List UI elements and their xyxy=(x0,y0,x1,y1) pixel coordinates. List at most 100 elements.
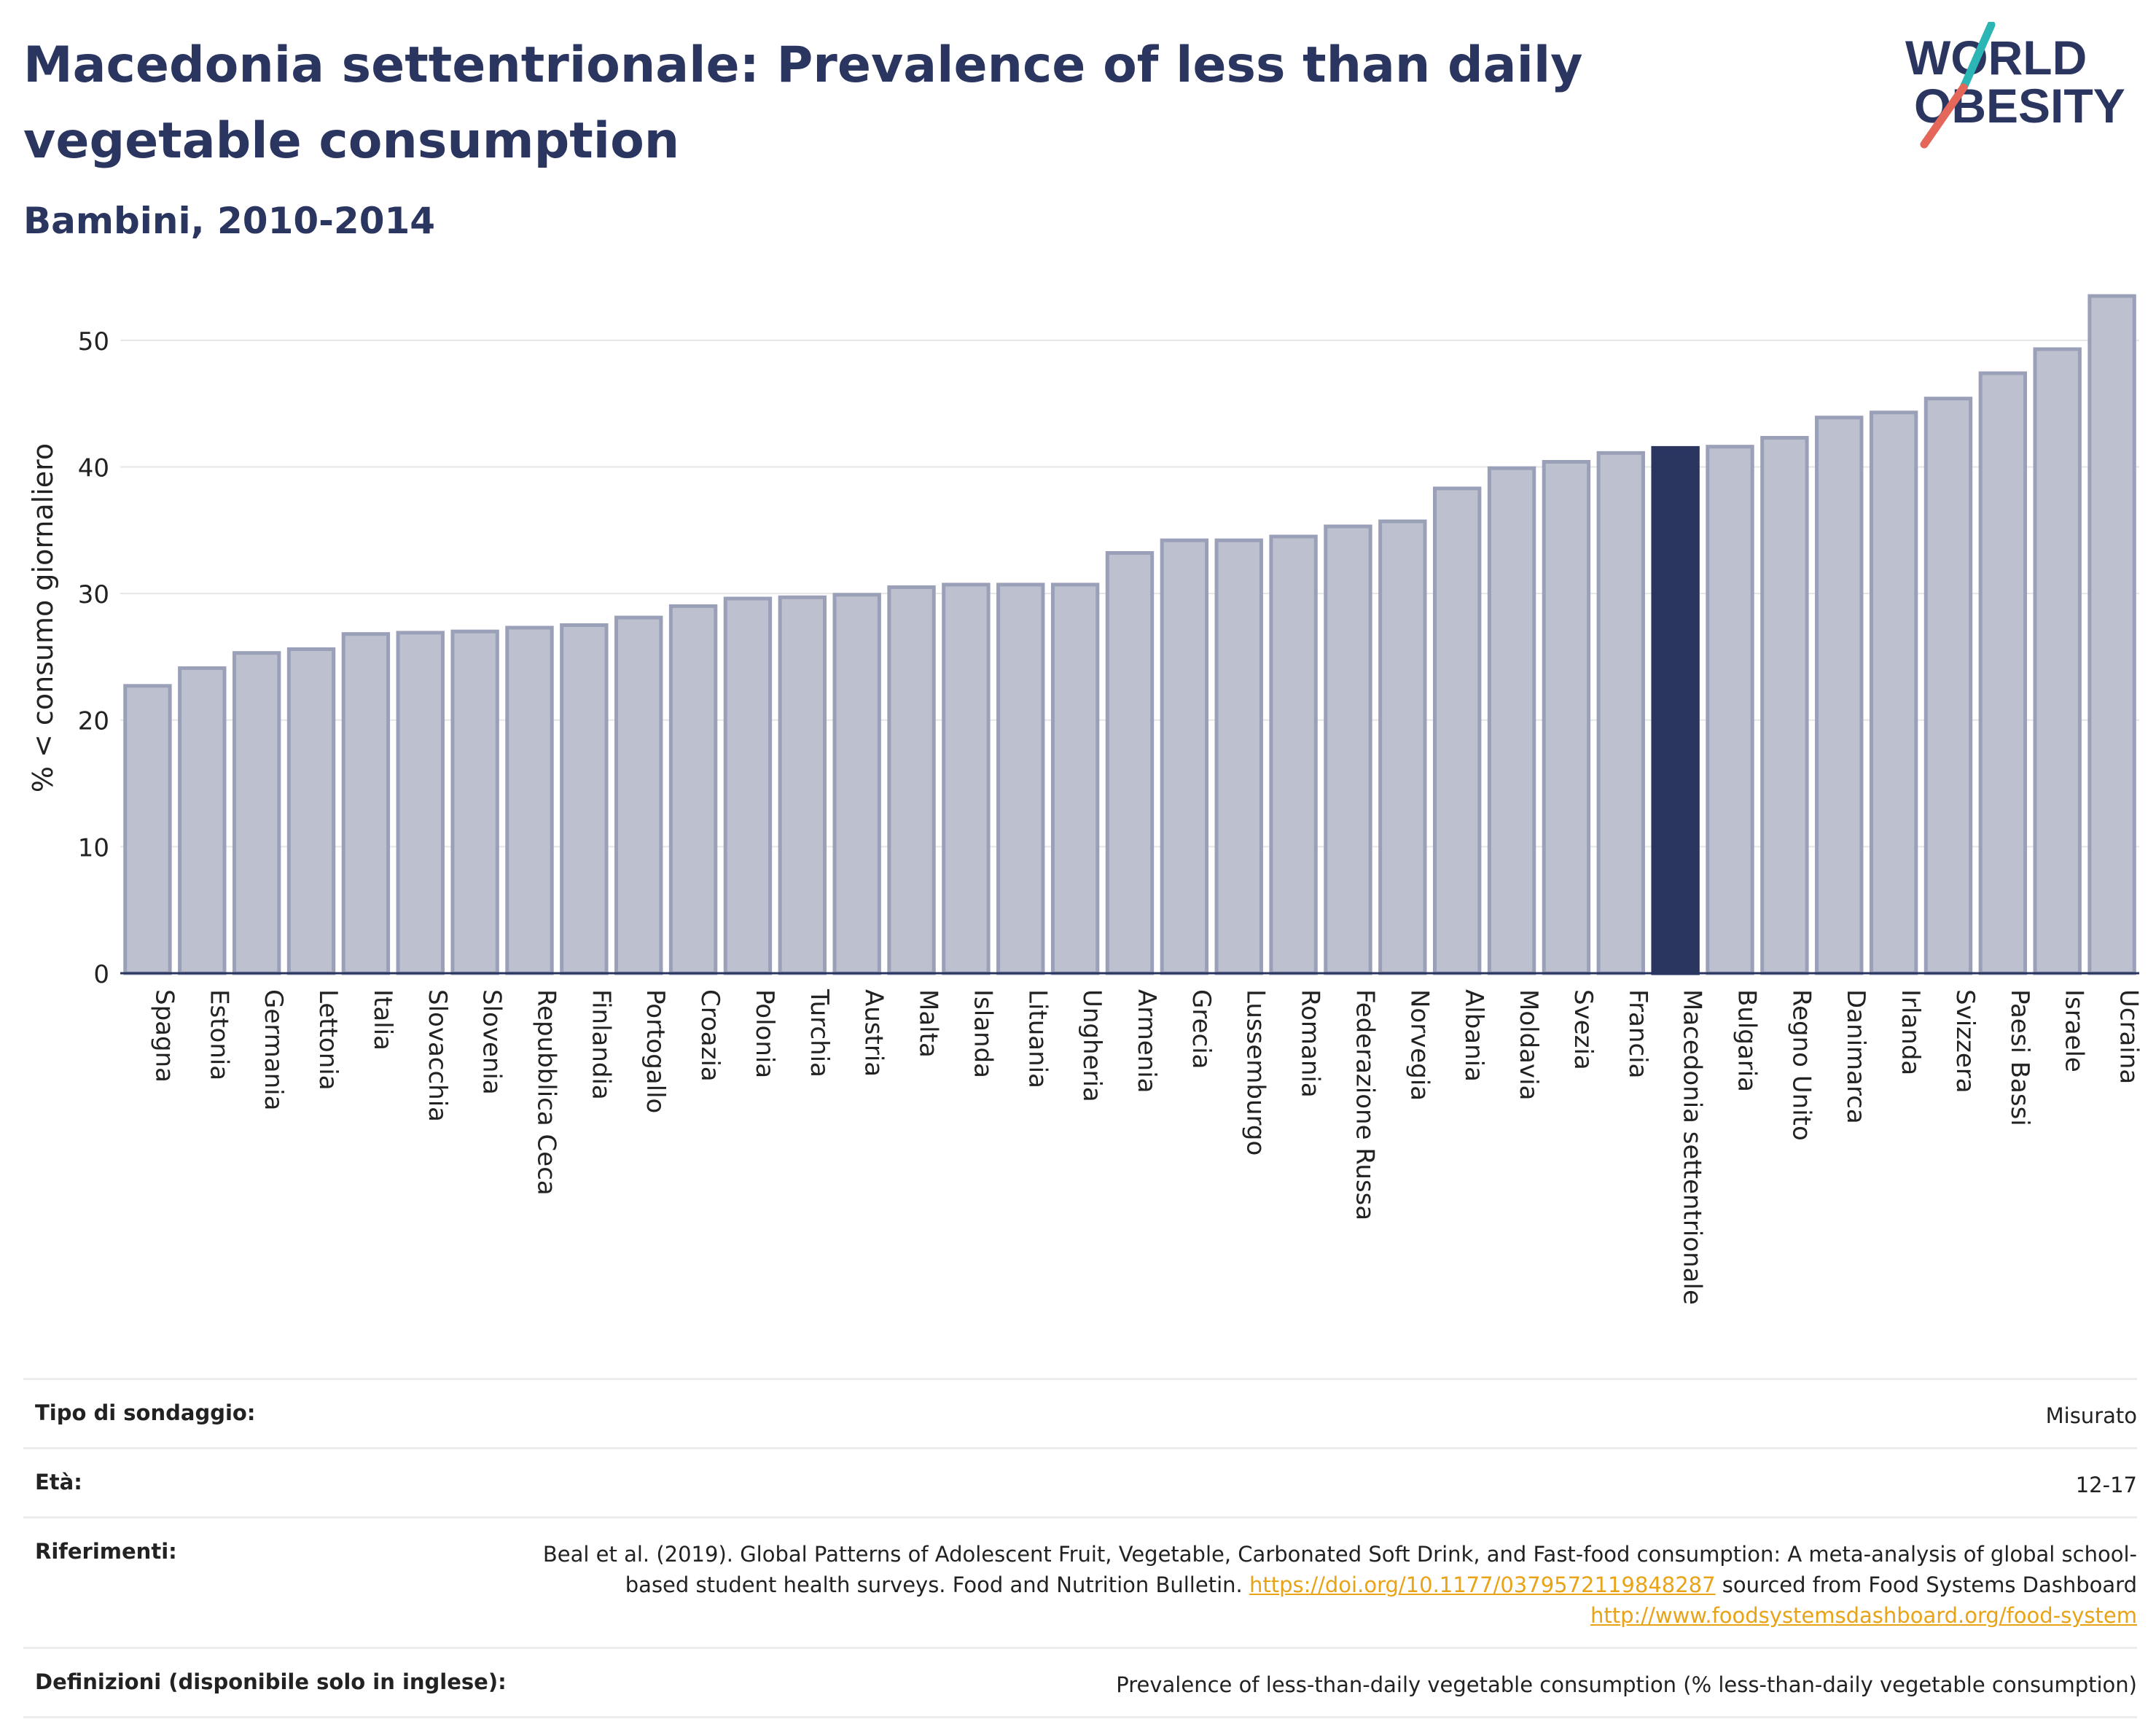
bar-romania xyxy=(1269,534,1318,975)
bar-islanda xyxy=(942,582,991,975)
bar-irlanda xyxy=(1869,410,1918,975)
y-axis-label: % < consumo giornaliero xyxy=(27,443,59,792)
x-tick-label: Albania xyxy=(1459,989,1488,1082)
bar-macedonia-settentrionale xyxy=(1651,445,1700,975)
bar-estonia xyxy=(178,666,227,975)
bar-italia xyxy=(341,632,391,975)
x-tick-label: Grecia xyxy=(1187,989,1216,1069)
references-dashboard-link[interactable]: http://www.foodsystemsdashboard.org/food… xyxy=(1590,1603,2137,1628)
bar-slovenia xyxy=(450,629,499,975)
x-tick-label: Italia xyxy=(368,989,397,1050)
logo-slash-teal xyxy=(1959,22,1996,92)
bar-finlandia xyxy=(560,623,609,975)
x-tick-label: Slovacchia xyxy=(423,989,452,1122)
x-tick-label: Estonia xyxy=(204,989,233,1080)
bar-portogallo xyxy=(614,615,663,975)
info-row-references: Riferimenti: Beal et al. (2019). Global … xyxy=(23,1516,2137,1647)
bars xyxy=(123,294,2136,975)
chart-title: Macedonia settentrionale: Prevalence of … xyxy=(23,36,1583,170)
x-tick-label: Macedonia settentrionale xyxy=(1678,989,1707,1305)
x-tick-label: Islanda xyxy=(968,989,997,1078)
bar-svizzera xyxy=(1923,397,1973,975)
bar-germania xyxy=(232,651,281,975)
x-tick-label: Repubblica Ceca xyxy=(531,989,561,1196)
y-tick-label: 30 xyxy=(78,580,109,609)
bar-albania xyxy=(1432,486,1482,975)
references-text-1: Beal et al. (2019). Global Patterns of A… xyxy=(542,1542,2137,1597)
x-tick-label: Lussemburgo xyxy=(1241,989,1270,1155)
bar-turchia xyxy=(778,595,827,975)
survey-type-label: Tipo di sondaggio: xyxy=(35,1400,256,1425)
bar-ucraina xyxy=(2087,294,2136,975)
references-value: Beal et al. (2019). Global Patterns of A… xyxy=(534,1539,2137,1631)
bar-chart: 0 10 20 30 40 50 Spagna Estonia Germania Lettoni… xyxy=(27,294,2144,1305)
x-tick-label: Svizzera xyxy=(1950,989,1980,1094)
logo-slash-red xyxy=(1920,83,1968,149)
bar-francia xyxy=(1596,451,1645,975)
x-tick-label: Croazia xyxy=(695,989,724,1082)
x-tick-label: Federazione Russa xyxy=(1350,989,1379,1220)
logo-line-2: OBESITY xyxy=(1914,79,2125,133)
bar-spagna xyxy=(123,684,172,975)
x-tick-label: Turchia xyxy=(805,989,834,1077)
bar-israele xyxy=(2033,347,2082,975)
bar-moldavia xyxy=(1487,466,1536,975)
definitions-value: Prevalence of less-than-daily vegetable … xyxy=(1116,1672,2137,1697)
bar-repubblica-ceca xyxy=(505,625,554,975)
bar-croazia xyxy=(668,604,718,975)
x-tick-label: Irlanda xyxy=(1896,989,1925,1075)
survey-type-value: Misurato xyxy=(2045,1403,2137,1428)
info-row-survey-type: Tipo di sondaggio: Misurato xyxy=(23,1378,2137,1447)
x-tick-label: Francia xyxy=(1623,989,1652,1078)
x-axis-labels: Spagna Estonia Germania Lettonia Italia Slova… xyxy=(149,989,2143,1305)
bar-federazione-russa xyxy=(1324,524,1372,975)
age-value: 12-17 xyxy=(2075,1473,2137,1497)
x-tick-label: Ungheria xyxy=(1077,989,1106,1102)
y-tick-label: 10 xyxy=(78,833,109,862)
bar-polonia xyxy=(723,596,773,975)
bar-armenia xyxy=(1105,551,1155,975)
y-axis-ticks: 0 10 20 30 40 50 xyxy=(78,327,109,989)
x-tick-label: Spagna xyxy=(149,989,179,1083)
x-tick-label: Malta xyxy=(914,989,943,1058)
x-tick-label: Israele xyxy=(2060,989,2089,1072)
world-obesity-logo: WORLD OBESITY xyxy=(1905,22,2125,149)
bar-grecia xyxy=(1160,538,1209,975)
x-tick-label: Moldavia xyxy=(1514,989,1543,1100)
x-tick-label: Bulgaria xyxy=(1733,989,1762,1092)
bar-bulgaria xyxy=(1706,445,1754,975)
x-tick-label: Svezia xyxy=(1569,989,1598,1070)
bar-austria xyxy=(832,593,881,975)
x-tick-label: Paesi Bassi xyxy=(2005,989,2034,1126)
logo-line-1: WORLD xyxy=(1905,31,2087,85)
x-tick-label: Danimarca xyxy=(1841,989,1870,1124)
x-tick-label: Lettonia xyxy=(313,989,343,1091)
x-tick-label: Ucraina xyxy=(2114,989,2144,1084)
bar-lussemburgo xyxy=(1214,538,1263,975)
y-tick-label: 20 xyxy=(78,707,109,736)
x-tick-label: Norvegia xyxy=(1405,989,1434,1101)
age-label: Età: xyxy=(35,1470,82,1494)
bar-svezia xyxy=(1542,460,1591,975)
bar-malta xyxy=(887,585,936,975)
x-tick-label: Austria xyxy=(859,989,888,1077)
x-tick-label: Germania xyxy=(259,989,288,1110)
info-row-definitions: Definizioni (disponibile solo in inglese… xyxy=(23,1647,2137,1718)
y-tick-label: 0 xyxy=(93,960,109,989)
x-tick-label: Polonia xyxy=(750,989,779,1078)
bar-danimarca xyxy=(1815,416,1864,975)
x-tick-label: Slovenia xyxy=(477,989,507,1095)
references-doi-link[interactable]: https://doi.org/10.1177/0379572119848287 xyxy=(1249,1572,1716,1597)
x-tick-label: Lituania xyxy=(1023,989,1052,1088)
references-label: Riferimenti: xyxy=(35,1539,177,1564)
y-tick-label: 50 xyxy=(78,327,109,356)
x-tick-label: Finlandia xyxy=(586,989,615,1100)
y-tick-label: 40 xyxy=(78,453,109,483)
bar-paesi-bassi xyxy=(1978,371,2028,975)
bar-lettonia xyxy=(286,647,336,975)
bar-lituania xyxy=(996,582,1045,975)
info-table: Tipo di sondaggio: Misurato Età: 12-17 R… xyxy=(23,1378,2137,1718)
references-text-2: sourced from Food Systems Dashboard xyxy=(1722,1572,2137,1597)
bar-regno-unito xyxy=(1760,436,1809,975)
x-tick-label: Romania xyxy=(1296,989,1325,1098)
